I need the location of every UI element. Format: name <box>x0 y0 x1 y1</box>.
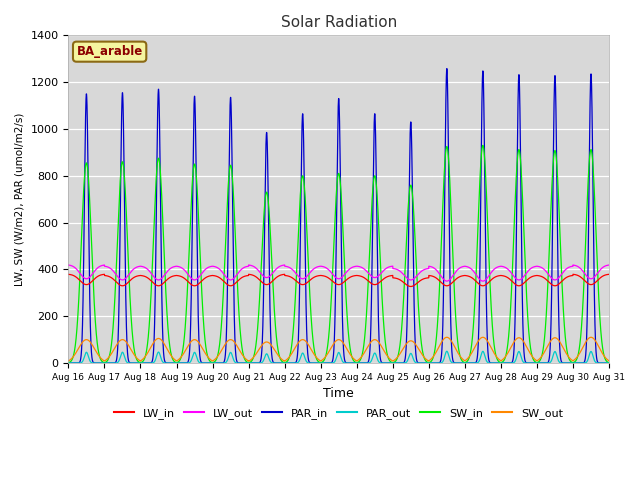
Y-axis label: LW, SW (W/m2), PAR (umol/m2/s): LW, SW (W/m2), PAR (umol/m2/s) <box>15 112 25 286</box>
Text: BA_arable: BA_arable <box>77 45 143 58</box>
X-axis label: Time: Time <box>323 387 354 400</box>
Legend: LW_in, LW_out, PAR_in, PAR_out, SW_in, SW_out: LW_in, LW_out, PAR_in, PAR_out, SW_in, S… <box>110 403 568 423</box>
Title: Solar Radiation: Solar Radiation <box>280 15 397 30</box>
